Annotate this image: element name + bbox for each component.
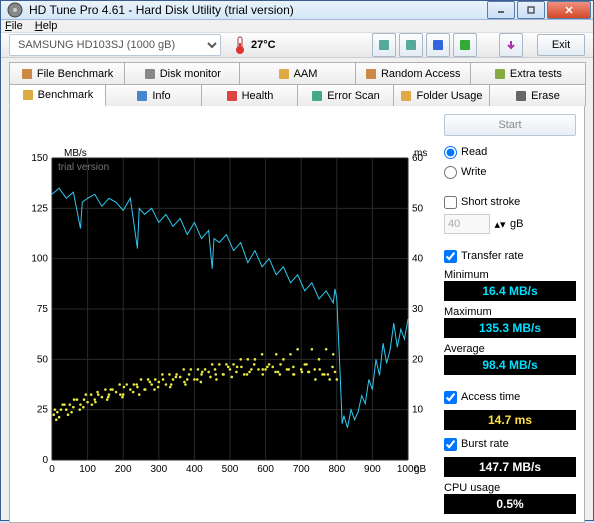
save-icon[interactable] [426, 33, 450, 57]
avg-label: Average [444, 343, 576, 355]
error-scan-icon [311, 90, 323, 102]
svg-text:100: 100 [79, 464, 96, 475]
svg-text:600: 600 [257, 464, 274, 475]
svg-text:gB: gB [414, 464, 427, 475]
window-title: HD Tune Pro 4.61 - Hard Disk Utility (tr… [29, 3, 487, 17]
tab-health[interactable]: Health [201, 84, 298, 106]
svg-text:20: 20 [412, 354, 424, 365]
cpu-value: 0.5% [444, 494, 576, 514]
tab-content: trial version 0 25 50 75 100 125 150 MB/s 10 20 30 4… [9, 106, 585, 523]
drive-select[interactable]: SAMSUNG HD103SJ (1000 gB) [9, 34, 221, 56]
svg-text:900: 900 [364, 464, 381, 475]
maximize-button[interactable] [517, 1, 545, 19]
avg-value: 98.4 MB/s [444, 355, 576, 375]
file-benchmark-icon [21, 68, 33, 80]
benchmark-chart: trial version 0 25 50 75 100 125 150 MB/s 10 20 30 4… [18, 114, 436, 514]
extra-tests-icon [494, 68, 506, 80]
tab-benchmark[interactable]: Benchmark [9, 84, 106, 106]
svg-text:25: 25 [37, 405, 49, 416]
options-button[interactable] [499, 33, 523, 57]
side-panel: Start Read Write Short stroke ▴▾gB Trans… [444, 114, 576, 514]
thermometer-icon [233, 35, 247, 55]
svg-text:700: 700 [293, 464, 310, 475]
health-icon [226, 90, 238, 102]
tab-disk-monitor[interactable]: Disk monitor [124, 62, 240, 84]
transfer-rate-label: Transfer rate [461, 250, 524, 262]
menu-file[interactable]: File [5, 20, 23, 32]
svg-text:10: 10 [412, 405, 424, 416]
svg-text:ms: ms [414, 148, 427, 159]
app-icon [7, 2, 23, 18]
max-label: Maximum [444, 306, 576, 318]
access-time-check[interactable] [444, 391, 457, 404]
tab-error-scan[interactable]: Error Scan [297, 84, 394, 106]
min-label: Minimum [444, 269, 576, 281]
info-icon [136, 90, 148, 102]
temperature-value: 27°C [251, 39, 276, 51]
svg-text:30: 30 [412, 304, 424, 315]
svg-text:300: 300 [150, 464, 167, 475]
read-label: Read [461, 146, 487, 158]
short-stroke-check[interactable] [444, 196, 457, 209]
disk-monitor-icon [144, 68, 156, 80]
write-label: Write [461, 166, 486, 178]
max-value: 135.3 MB/s [444, 318, 576, 338]
tab-info[interactable]: Info [105, 84, 202, 106]
exit-button[interactable]: Exit [537, 34, 585, 56]
cpu-label: CPU usage [444, 482, 576, 494]
svg-text:800: 800 [328, 464, 345, 475]
svg-text:200: 200 [115, 464, 132, 475]
svg-text:50: 50 [412, 203, 424, 214]
svg-text:40: 40 [412, 254, 424, 265]
tab-container: File BenchmarkDisk monitorAAMRandom Acce… [1, 58, 593, 106]
tab-random-access[interactable]: Random Access [355, 62, 471, 84]
short-stroke-label: Short stroke [461, 196, 520, 208]
tab-aam[interactable]: AAM [239, 62, 355, 84]
access-time-label: Access time [461, 391, 520, 403]
burst-rate-label: Burst rate [461, 438, 509, 450]
tab-file-benchmark[interactable]: File Benchmark [9, 62, 125, 84]
stroke-input[interactable] [444, 214, 490, 234]
chart-area: trial version 0 25 50 75 100 125 150 MB/s 10 20 30 4… [18, 114, 436, 514]
svg-text:400: 400 [186, 464, 203, 475]
close-button[interactable] [547, 1, 591, 19]
svg-text:trial version: trial version [58, 162, 109, 173]
menubar: File Help [1, 20, 593, 33]
erase-icon [515, 90, 527, 102]
svg-text:100: 100 [31, 254, 48, 265]
svg-text:MB/s: MB/s [64, 148, 87, 159]
svg-text:0: 0 [49, 464, 55, 475]
toolbar: SAMSUNG HD103SJ (1000 gB) 27°C Exit [1, 33, 593, 58]
benchmark-icon [22, 89, 34, 101]
svg-text:75: 75 [37, 304, 49, 315]
stroke-unit: gB [510, 218, 523, 230]
screenshot-icon[interactable] [399, 33, 423, 57]
start-button[interactable]: Start [444, 114, 576, 136]
app-window: HD Tune Pro 4.61 - Hard Disk Utility (tr… [0, 0, 594, 521]
tab-folder-usage[interactable]: Folder Usage [393, 84, 490, 106]
svg-text:125: 125 [31, 203, 48, 214]
svg-text:500: 500 [222, 464, 239, 475]
tab-extra-tests[interactable]: Extra tests [470, 62, 586, 84]
temperature: 27°C [233, 35, 276, 55]
svg-text:150: 150 [31, 153, 48, 164]
tab-erase[interactable]: Erase [489, 84, 586, 106]
transfer-rate-check[interactable] [444, 250, 457, 263]
refresh-icon[interactable] [453, 33, 477, 57]
titlebar[interactable]: HD Tune Pro 4.61 - Hard Disk Utility (tr… [1, 1, 593, 20]
burst-rate-check[interactable] [444, 438, 457, 451]
access-value: 14.7 ms [444, 410, 576, 430]
read-radio[interactable] [444, 146, 457, 159]
min-value: 16.4 MB/s [444, 281, 576, 301]
burst-value: 147.7 MB/s [444, 457, 576, 477]
svg-text:0: 0 [42, 455, 48, 466]
svg-text:50: 50 [37, 354, 49, 365]
menu-help[interactable]: Help [35, 20, 58, 32]
random-access-icon [365, 68, 377, 80]
aam-icon [278, 68, 290, 80]
folder-usage-icon [400, 90, 412, 102]
write-radio[interactable] [444, 166, 457, 179]
copy-icon[interactable] [372, 33, 396, 57]
minimize-button[interactable] [487, 1, 515, 19]
